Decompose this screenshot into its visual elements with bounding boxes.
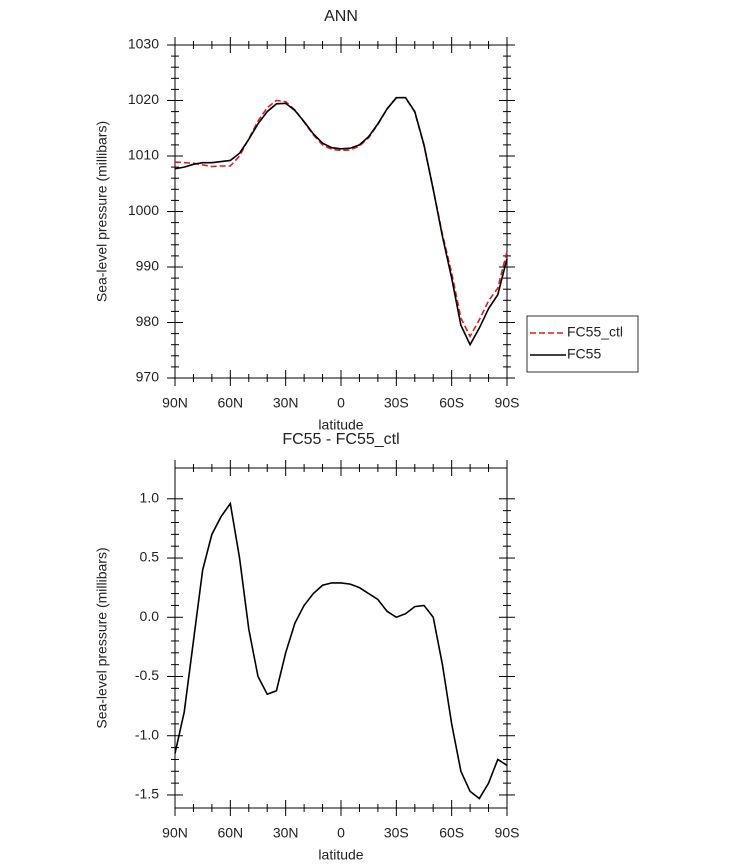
x-tick-label: 30S — [384, 825, 409, 841]
x-tick-label: 90N — [162, 825, 188, 841]
x-tick-label: 30N — [273, 395, 299, 411]
y-tick-label: -1.5 — [135, 786, 159, 802]
x-tick-label: 0 — [337, 395, 345, 411]
y-tick-label: 990 — [136, 258, 160, 274]
data-line — [174, 96, 508, 347]
x-tick-label: 90S — [495, 825, 520, 841]
legend-box — [526, 315, 639, 373]
x-axis-label: latitude — [318, 847, 363, 863]
legend-label: FC55 — [567, 346, 601, 362]
y-tick-label: 1.0 — [140, 490, 160, 506]
y-tick-label: -1.0 — [135, 726, 159, 742]
y-tick-label: -0.5 — [135, 667, 159, 683]
y-tick-label: 970 — [136, 369, 160, 385]
data-line — [174, 96, 508, 339]
y-tick-label: 1010 — [128, 147, 159, 163]
y-tick-label: 1020 — [128, 91, 159, 107]
y-tick-label: 0.0 — [140, 608, 160, 624]
x-tick-label: 0 — [337, 825, 345, 841]
chart-title: FC55 - FC55_ctl — [282, 431, 399, 448]
x-tick-label: 90N — [162, 395, 188, 411]
x-axis-label: latitude — [318, 417, 363, 433]
x-tick-label: 30N — [273, 825, 299, 841]
chart-title: ANN — [324, 8, 358, 25]
x-tick-label: 30S — [384, 395, 409, 411]
x-tick-label: 60N — [217, 395, 243, 411]
plot-frame — [174, 44, 508, 379]
y-tick-label: 1000 — [128, 202, 159, 218]
y-tick-label: 980 — [136, 313, 160, 329]
legend-label: FC55_ctl — [567, 324, 623, 340]
y-tick-label: 1030 — [128, 36, 159, 52]
x-tick-label: 90S — [495, 395, 520, 411]
x-tick-label: 60S — [439, 395, 464, 411]
plot-frame — [174, 467, 508, 809]
data-line — [174, 501, 508, 800]
y-tick-label: 0.5 — [140, 549, 160, 565]
x-tick-label: 60S — [439, 825, 464, 841]
y-axis-label: Sea-level pressure (millibars) — [94, 547, 110, 728]
y-axis-label: Sea-level pressure (millibars) — [94, 121, 110, 302]
x-tick-label: 60N — [217, 825, 243, 841]
